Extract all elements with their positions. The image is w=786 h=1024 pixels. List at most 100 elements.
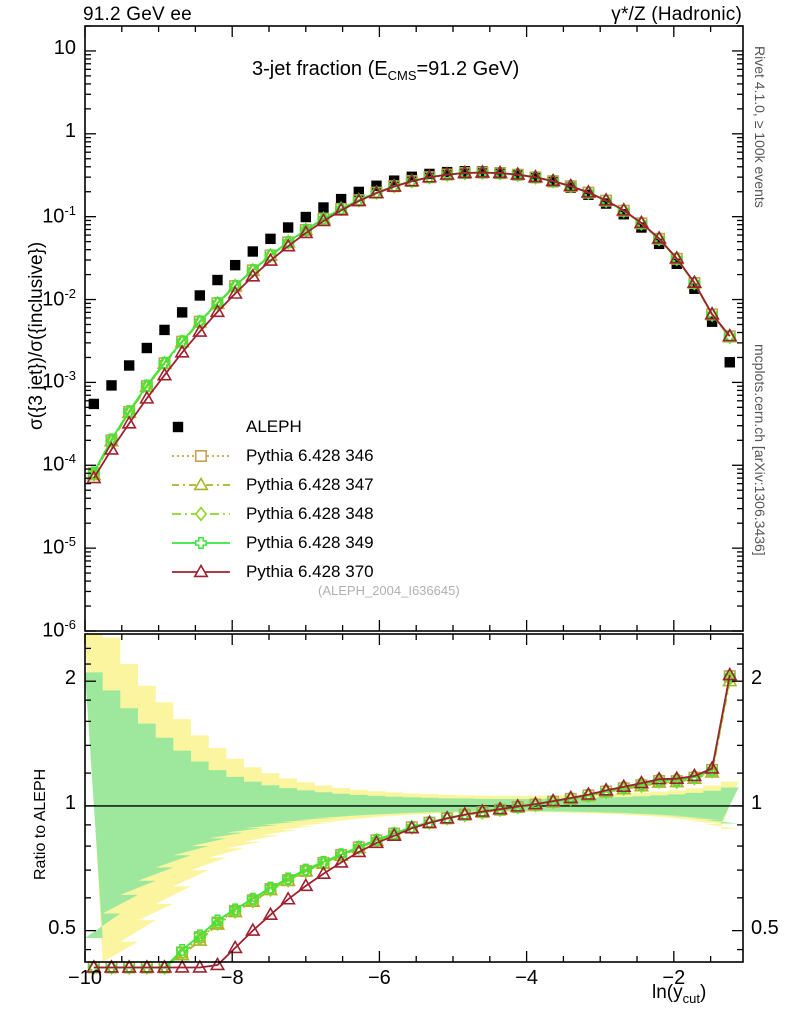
- data-marker: [527, 796, 544, 810]
- legend-glyph: [193, 563, 209, 577]
- legend-glyph: [194, 449, 207, 462]
- legend-marker-triangle-open: [172, 476, 230, 490]
- data-marker: [616, 778, 632, 793]
- ratio-y-tick-label: 2: [751, 667, 763, 690]
- data-marker: [193, 315, 206, 328]
- data-marker: [265, 233, 276, 245]
- main-y-tick-label: 10-1: [0, 203, 76, 229]
- main-y-tick-label: 10-2: [0, 286, 76, 312]
- data-marker: [139, 959, 155, 973]
- data-marker: [121, 415, 137, 429]
- data-marker: [474, 803, 491, 817]
- main-y-tick-label: 1: [0, 120, 76, 143]
- data-marker: [245, 268, 261, 282]
- data-marker: [404, 173, 420, 187]
- data-marker: [353, 186, 364, 198]
- ratio-series-Pythia-6.428-370: [86, 666, 738, 973]
- data-marker: [565, 182, 576, 193]
- data-marker: [686, 274, 703, 288]
- data-marker: [333, 854, 349, 868]
- data-marker: [282, 872, 295, 885]
- legend-marker-square-open: [172, 449, 230, 462]
- legend-label: ALEPH: [246, 416, 302, 436]
- legend-item[interactable]: Pythia 6.428 346: [170, 441, 374, 470]
- legend-item[interactable]: ALEPH: [170, 412, 302, 441]
- data-marker: [246, 892, 259, 905]
- tick-exponent: -1: [64, 202, 76, 218]
- data-marker: [262, 906, 279, 921]
- data-marker: [280, 238, 296, 252]
- ratio-panel-frame: [84, 633, 744, 963]
- main-y-tick-label: 10-5: [0, 534, 76, 560]
- data-marker: [633, 214, 650, 229]
- series-line: [93, 171, 731, 479]
- data-marker: [474, 164, 491, 178]
- data-marker: [527, 169, 544, 183]
- data-marker: [404, 820, 420, 834]
- legend-item[interactable]: Pythia 6.428 370: [170, 557, 374, 586]
- data-marker: [317, 855, 330, 868]
- data-marker: [299, 223, 312, 236]
- ratio-y-tick-label: 1: [751, 791, 763, 814]
- main-y-tick-label: 10-4: [0, 451, 76, 477]
- data-marker: [211, 914, 224, 927]
- data-marker: [545, 172, 561, 187]
- data-marker: [159, 324, 170, 336]
- x-tick-label: −4: [515, 967, 539, 989]
- data-marker: [192, 959, 208, 973]
- x-tick-label: −10: [68, 967, 102, 989]
- data-marker: [492, 164, 508, 179]
- tick-mantissa: 10: [53, 36, 76, 59]
- series-line: [93, 674, 731, 969]
- x-axis-label: ln(ycut): [652, 982, 707, 1006]
- legend-item[interactable]: Pythia 6.428 349: [170, 528, 374, 557]
- data-marker: [282, 222, 294, 233]
- legend-label: Pythia 6.428 348: [246, 503, 374, 523]
- data-marker: [299, 863, 312, 876]
- tick-mantissa: 10: [42, 288, 65, 311]
- data-marker: [580, 786, 597, 800]
- data-marker: [229, 259, 241, 271]
- tick-exponent: -2: [64, 285, 76, 301]
- data-marker: [563, 789, 579, 804]
- main-panel-frame: [84, 25, 744, 632]
- plot-title: 3-jet fraction (ECMS=91.2 GeV): [252, 58, 520, 83]
- legend-label: Pythia 6.428 346: [246, 445, 374, 465]
- data-marker: [315, 865, 332, 879]
- data-marker: [106, 380, 117, 391]
- data-marker: [209, 956, 226, 971]
- data-marker: [264, 881, 277, 894]
- legend-item[interactable]: Pythia 6.428 347: [170, 470, 374, 499]
- tick-exponent: -6: [64, 617, 76, 632]
- data-marker: [245, 922, 261, 936]
- data-marker: [406, 171, 417, 182]
- tick-mantissa: 10: [42, 536, 65, 559]
- error-band-green: [85, 672, 739, 938]
- data-marker: [318, 202, 329, 213]
- data-marker: [228, 904, 242, 920]
- legend-label: Pythia 6.428 347: [246, 474, 374, 494]
- data-marker: [156, 367, 173, 381]
- legend-marker-glyph: [172, 421, 184, 432]
- legend-glyph: [194, 506, 208, 521]
- data-marker: [193, 931, 207, 947]
- data-marker: [175, 334, 189, 350]
- data-marker: [651, 230, 667, 244]
- data-marker: [174, 344, 190, 358]
- ratio-y-tick-label: 0.5: [751, 916, 779, 939]
- data-marker: [176, 307, 188, 318]
- data-marker: [281, 872, 295, 888]
- data-marker: [176, 944, 189, 956]
- data-marker: [315, 212, 332, 227]
- legend-item[interactable]: Pythia 6.428 348: [170, 499, 374, 528]
- ratio-y-tick-label: 0.5: [48, 916, 76, 939]
- data-marker: [229, 903, 242, 916]
- data-marker: [87, 466, 100, 479]
- data-marker: [298, 224, 314, 239]
- tick-mantissa: 1: [64, 119, 76, 142]
- data-marker: [298, 877, 314, 892]
- data-marker: [246, 893, 260, 909]
- data-marker: [669, 770, 685, 784]
